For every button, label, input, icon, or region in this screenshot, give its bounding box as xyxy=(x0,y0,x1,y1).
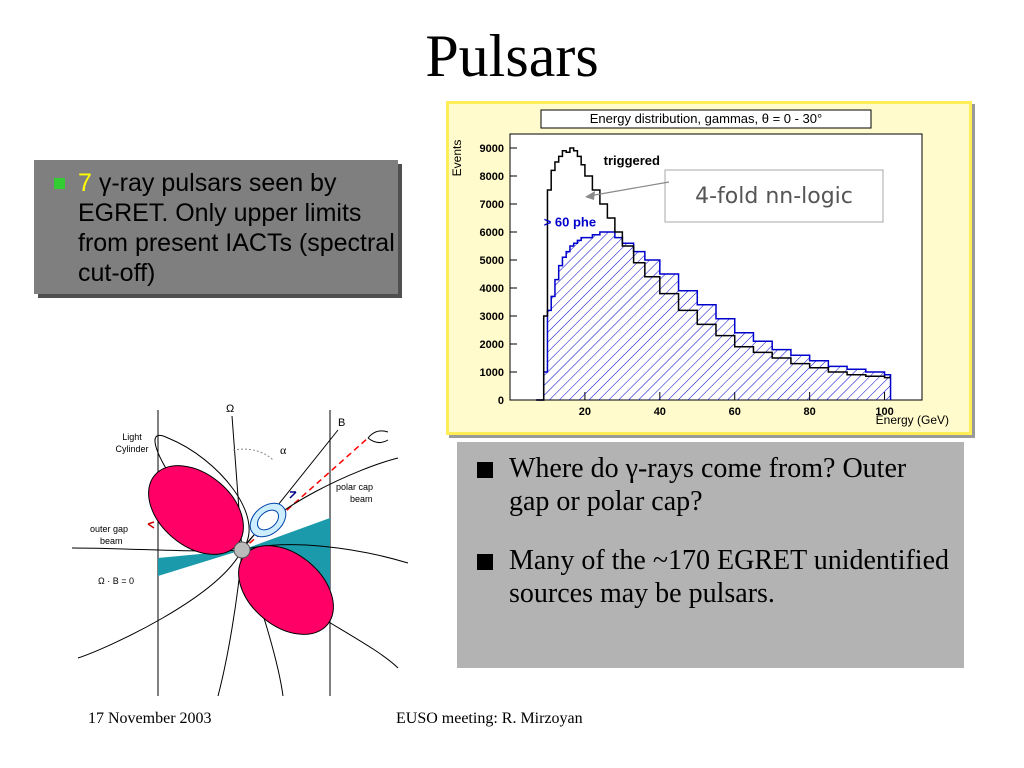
alpha-arc xyxy=(232,448,274,461)
bullet-square-icon xyxy=(54,178,65,189)
x-tick-label: 40 xyxy=(654,406,666,418)
footer-presenter: EUSO meeting: R. Mirzoyan xyxy=(396,710,583,727)
annotation-arrowhead xyxy=(585,191,595,200)
bullet-square-icon xyxy=(477,462,493,478)
annotation-box xyxy=(664,169,884,223)
annotation-text: 4-fold nn-logic xyxy=(695,184,853,209)
outer-gap-beam-label-line2: beam xyxy=(100,536,123,546)
outer-gap-emission-arrow xyxy=(147,521,155,529)
series-label-triggered: triggered xyxy=(604,153,660,168)
y-tick-label: 7000 xyxy=(480,199,504,211)
pulsar-magnetosphere-diagram: Ω B α Light Cylinder polar cap beam oute… xyxy=(71,403,409,697)
bullet-text-1: Where do γ-rays come from? Outer gap or … xyxy=(509,453,907,517)
outer-gap-region-left xyxy=(158,550,242,576)
chart-title: Energy distribution, gammas, θ = 0 - 30° xyxy=(590,111,822,126)
polar-cap-emission-arrow xyxy=(289,491,297,499)
x-tick-label: 60 xyxy=(729,406,741,418)
questions-box: Where do γ-rays come from? Outer gap or … xyxy=(457,442,964,668)
y-tick-label: 3000 xyxy=(480,311,504,323)
y-tick-label: 2000 xyxy=(480,339,504,351)
x-tick-label: 80 xyxy=(804,406,816,418)
y-tick-label: 8000 xyxy=(480,171,504,183)
observer-eye-icon xyxy=(367,430,389,444)
series-area-60phe xyxy=(536,232,891,400)
footer-date: 17 November 2003 xyxy=(88,710,212,727)
y-axis-label: Events xyxy=(450,140,464,177)
polar-cap-beam-line xyxy=(241,437,369,551)
b-field-label: B xyxy=(338,417,345,429)
polar-cap-beam-label-line2: beam xyxy=(350,494,373,504)
slide-title: Pulsars xyxy=(425,23,599,89)
x-tick-label: 100 xyxy=(875,406,893,418)
light-cylinder-label-line1: Light xyxy=(122,432,142,442)
x-tick-label: 20 xyxy=(579,406,591,418)
outer-gap-beam-label-line1: outer gap xyxy=(90,524,128,534)
null-surface-label: Ω · B = 0 xyxy=(98,576,134,586)
chart-svg: Energy distribution, gammas, θ = 0 - 30°… xyxy=(450,105,966,429)
neutron-star xyxy=(233,541,251,559)
pulsar-count-box: 7 γ-ray pulsars seen by EGRET. Only uppe… xyxy=(34,160,398,294)
pulsar-count-description: γ-ray pulsars seen by EGRET. Only upper … xyxy=(78,169,395,287)
y-tick-label: 4000 xyxy=(480,283,504,295)
field-line xyxy=(241,457,399,551)
y-tick-label: 0 xyxy=(498,395,504,407)
field-line xyxy=(77,549,243,659)
polar-cap-beam-label-line1: polar cap xyxy=(336,482,373,492)
y-tick-label: 1000 xyxy=(480,367,504,379)
y-tick-label: 5000 xyxy=(480,255,504,267)
series-label-60phe: > 60 phe xyxy=(544,214,596,229)
bullet-text-2: Many of the ~170 EGRET unidentified sour… xyxy=(509,545,950,609)
pulsar-count-number: 7 xyxy=(78,169,92,197)
polar-cap-inner xyxy=(256,509,280,531)
light-cylinder-label-line2: Cylinder xyxy=(115,444,148,454)
energy-distribution-chart: Energy distribution, gammas, θ = 0 - 30°… xyxy=(446,101,972,435)
alpha-label: α xyxy=(280,443,287,457)
x-axis-label: Energy (GeV) xyxy=(876,413,949,427)
y-tick-label: 6000 xyxy=(480,227,504,239)
annotation-arrow xyxy=(588,181,670,197)
chart-title-box xyxy=(540,109,872,129)
bullet-square-icon xyxy=(477,554,493,570)
pulsar-count-text: 7 γ-ray pulsars seen by EGRET. Only uppe… xyxy=(78,168,398,288)
omega-label: Ω xyxy=(226,403,234,415)
y-tick-label: 9000 xyxy=(480,143,504,155)
series-line-triggered xyxy=(536,147,891,401)
